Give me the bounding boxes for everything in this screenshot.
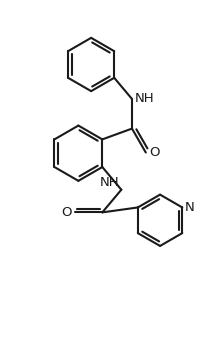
Text: NH: NH xyxy=(100,176,119,189)
Text: O: O xyxy=(61,206,72,219)
Text: O: O xyxy=(149,146,159,159)
Text: N: N xyxy=(185,201,195,214)
Text: NH: NH xyxy=(135,93,155,105)
